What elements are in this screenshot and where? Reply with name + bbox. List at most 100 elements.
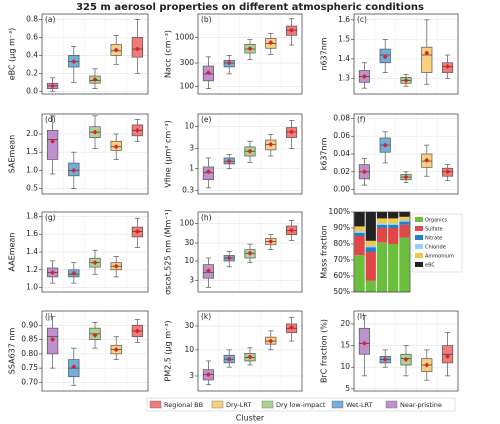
mean-marker [205, 169, 211, 175]
y-axis-label: AAEmean [8, 233, 17, 272]
bar-segment [388, 223, 399, 225]
y-tick-label: 3 [189, 276, 194, 285]
mean-marker [268, 338, 274, 344]
mean-marker [382, 142, 388, 148]
mean-marker [134, 328, 140, 334]
mean-marker [268, 141, 274, 147]
mean-marker [92, 260, 98, 266]
y-tick-label: 70% [333, 255, 350, 264]
y-tick-label: 0.06 [333, 131, 350, 140]
y-tick-label: 10 [184, 256, 194, 265]
legend-label: Sulfate [425, 227, 443, 233]
y-tick-label: 1.0 [26, 283, 38, 292]
mean-marker [445, 64, 451, 70]
mean-marker [403, 77, 409, 83]
y-tick-label: 0.5 [26, 184, 38, 193]
legend-label: Dry low-impact [276, 401, 326, 409]
y-tick-label: 0.04 [333, 149, 350, 158]
mean-marker [382, 356, 388, 362]
y-tick-label: 1.5 [338, 34, 350, 43]
y-tick-label: 1.4 [26, 247, 38, 256]
y-axis-label: σscat,525 nm (Mm⁻¹) [164, 209, 173, 295]
bar-segment [399, 224, 410, 238]
y-tick-label: 3 [189, 371, 194, 380]
bar-segment [388, 244, 399, 292]
mean-marker [226, 356, 232, 362]
axes-frame [41, 13, 149, 95]
y-tick-label: 0.70 [21, 377, 38, 386]
y-tick-label: 100% [329, 207, 350, 216]
axes-frame [197, 211, 303, 293]
y-axis-label: PM2.5 (μg m⁻³) [164, 320, 173, 381]
mean-marker [361, 169, 367, 175]
y-tick-label: 1.4 [338, 54, 350, 63]
y-tick-label: 80% [333, 239, 350, 248]
bar-segment [376, 223, 388, 225]
mean-marker [424, 362, 430, 368]
legend-swatch [385, 400, 398, 409]
box [46, 130, 59, 160]
panel-label: (e) [201, 115, 212, 124]
legend-label: Nitrate [425, 236, 442, 242]
y-tick-label: 0.4 [26, 50, 38, 59]
legend-label: Organics [425, 218, 447, 224]
y-tick-label: 1.8 [26, 211, 38, 220]
bar-segment [365, 240, 376, 246]
y-tick-label: 1000 [175, 32, 194, 41]
mean-marker [268, 40, 274, 46]
mean-marker [289, 129, 295, 135]
legend-label: Wet-LRT [346, 401, 373, 409]
y-axis-label: SAEmean [8, 135, 17, 173]
mean-marker [113, 263, 119, 269]
y-axis-label: Vfine (μm³ cm⁻³) [164, 120, 173, 188]
mean-marker [361, 73, 367, 79]
mean-marker [361, 340, 367, 346]
y-axis-label: Mass fraction [320, 225, 329, 278]
legend-swatch [261, 400, 274, 409]
bar-segment [354, 226, 365, 232]
mean-marker [226, 158, 232, 164]
mean-marker [71, 364, 77, 370]
legend-swatch [211, 400, 224, 409]
mean-marker [445, 169, 451, 175]
axes-frame [353, 211, 411, 293]
y-tick-label: 10 [184, 345, 194, 354]
mean-marker [445, 353, 451, 359]
axes-frame [197, 13, 303, 95]
mean-marker [382, 54, 388, 60]
bar-segment [376, 224, 388, 228]
panel-label: (j) [45, 312, 53, 321]
axes-frame [353, 13, 459, 95]
mean-marker [134, 127, 140, 133]
mean-marker [226, 255, 232, 261]
mean-marker [247, 250, 253, 256]
legend-box [146, 397, 456, 412]
y-tick-label: 0.80 [21, 349, 38, 358]
mean-marker [424, 50, 430, 56]
y-tick-label: 0.00 [333, 185, 350, 194]
mean-marker [205, 268, 211, 274]
bar-segment [365, 212, 376, 241]
axes-frame [353, 310, 459, 392]
y-tick-label: 3 [189, 144, 194, 153]
box [421, 46, 433, 73]
y-axis-label: SSA637 nm [8, 328, 17, 375]
x-axis-label: Cluster [236, 414, 265, 423]
legend-label: Ammonium [425, 254, 454, 260]
bar-segment [354, 212, 365, 227]
y-tick-label: 1.0 [26, 165, 38, 174]
y-tick-label: 0.6 [26, 32, 38, 41]
y-tick-label: 5 [345, 384, 350, 393]
legend-swatch [415, 217, 423, 222]
bar-segment [388, 218, 399, 224]
panel-label: (c) [357, 15, 367, 24]
mean-marker [247, 354, 253, 360]
y-tick-label: 1 [189, 164, 194, 173]
y-tick-label: 1.3 [338, 73, 350, 82]
bar-segment [399, 216, 410, 220]
y-tick-label: 1.6 [338, 15, 350, 24]
axes-frame [41, 211, 149, 293]
mean-marker [289, 27, 295, 33]
bar-segment [365, 280, 376, 292]
